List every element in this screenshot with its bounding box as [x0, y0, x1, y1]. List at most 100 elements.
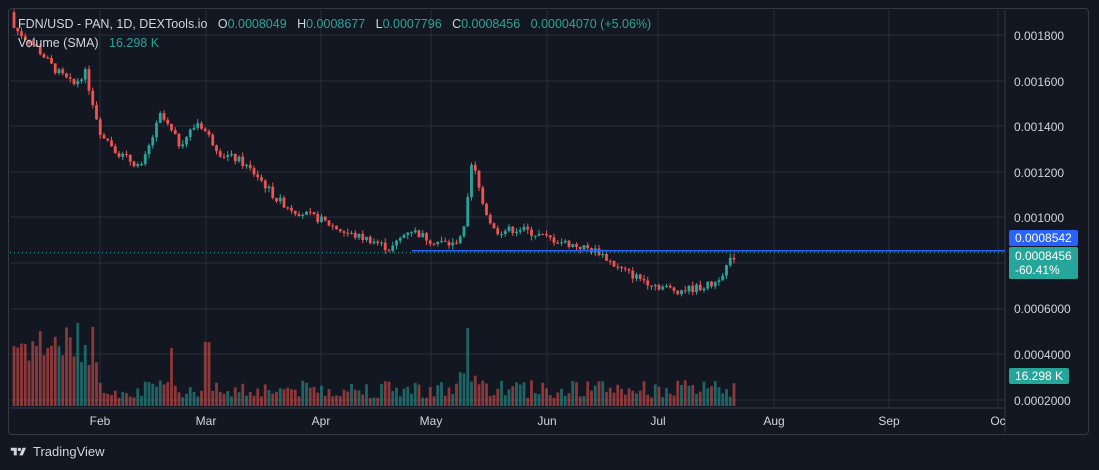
volume-bar — [515, 382, 518, 406]
volume-bar — [511, 386, 515, 406]
candle-body — [331, 225, 335, 227]
candle-body — [31, 43, 35, 45]
volume-bar — [376, 397, 380, 406]
time-tick: Apr — [311, 414, 331, 428]
candle-body — [121, 153, 125, 157]
volume-bar — [575, 382, 578, 406]
volume-bar — [155, 386, 158, 406]
ohlc-legend: FDN/USD - PAN, 1D, DEXTools.io O0.000804… — [18, 17, 651, 31]
volume-legend-label[interactable]: Volume (SMA) — [18, 36, 99, 50]
volume-bar — [125, 393, 128, 406]
volume-bar — [417, 384, 421, 406]
volume-bar — [638, 390, 642, 406]
price-tick: 0.001400 — [1014, 120, 1065, 134]
volume-bar — [222, 393, 226, 406]
volume-bar — [301, 380, 305, 406]
volume-bar — [665, 388, 668, 406]
volume-bar — [680, 384, 683, 406]
candle-body — [605, 254, 608, 261]
candle-body — [50, 57, 53, 64]
candle-body — [526, 226, 530, 230]
candle-body — [650, 285, 653, 287]
candle-body — [12, 12, 16, 28]
volume-bar — [327, 389, 331, 406]
volume-bar — [451, 393, 455, 406]
candle-body — [661, 286, 665, 290]
volume-bar — [166, 382, 170, 406]
volume-bar — [732, 383, 736, 406]
candle-body — [485, 203, 488, 216]
time-tick: Jun — [537, 414, 557, 428]
candle-body — [511, 226, 515, 234]
candle-body — [237, 156, 241, 162]
volume-bar — [275, 391, 278, 406]
candle-body — [683, 290, 687, 292]
volume-bar — [443, 395, 447, 406]
candle-body — [327, 220, 331, 226]
candle-body — [338, 229, 342, 232]
candle-body — [578, 246, 582, 250]
volume-bar — [87, 364, 91, 406]
symbol-label[interactable]: FDN/USD - PAN, 1D, DEXTools.io — [18, 17, 208, 31]
candle-body — [500, 233, 503, 235]
candle-body — [16, 27, 20, 32]
volume-bar — [672, 395, 676, 406]
volume-bar — [361, 394, 365, 406]
tradingview-logo-icon[interactable] — [10, 446, 27, 458]
volume-bar — [560, 388, 563, 406]
volume-bar — [395, 387, 398, 406]
price-chart[interactable] — [0, 0, 1099, 440]
candle-body — [481, 187, 485, 204]
candle-body — [691, 285, 695, 293]
volume-bar — [687, 385, 691, 406]
candle-body — [260, 177, 263, 181]
candle-body — [61, 69, 65, 74]
volume-bar — [713, 381, 717, 406]
volume-bar — [462, 373, 466, 406]
volume-bar — [286, 387, 290, 406]
time-tick: Jul — [650, 414, 666, 428]
volume-bar — [12, 346, 16, 406]
volume-bar — [143, 381, 147, 406]
candle-body — [312, 212, 316, 215]
volume-bar — [545, 388, 548, 406]
candle-body — [72, 78, 76, 85]
volume-legend: Volume (SMA) 16.298 K — [18, 36, 159, 50]
volume-bar — [556, 392, 560, 406]
volume-bar — [170, 348, 173, 406]
candle-body — [372, 241, 376, 244]
candle-body — [417, 230, 421, 238]
volume-bar — [61, 355, 65, 406]
volume-bar — [91, 326, 95, 406]
candle-body — [222, 156, 226, 158]
volume-bar — [380, 384, 383, 406]
candle-body — [76, 80, 80, 85]
volume-bar — [162, 384, 166, 406]
volume-bar — [548, 395, 552, 406]
candle-body — [200, 123, 203, 129]
chart-panel[interactable] — [8, 8, 1089, 435]
candle-body — [552, 237, 556, 243]
volume-bar — [308, 387, 312, 406]
candle-body — [668, 285, 672, 288]
volume-bar — [646, 394, 650, 406]
candle-body — [335, 225, 338, 230]
candle-body — [365, 236, 368, 240]
volume-bar — [211, 390, 215, 406]
volume-bar — [432, 396, 436, 406]
brand-label[interactable]: TradingView — [33, 444, 105, 459]
candle-body — [466, 196, 470, 227]
volume-bar — [173, 385, 177, 406]
volume-bar — [552, 397, 556, 406]
volume-bar — [372, 397, 376, 406]
volume-bar — [507, 389, 511, 406]
candle-body — [732, 257, 736, 260]
candle-body — [653, 285, 657, 287]
candle-body — [455, 242, 458, 244]
close-label: C — [452, 17, 462, 31]
candle-body — [470, 164, 473, 197]
close-value: 0.0008456 — [461, 17, 521, 31]
volume-bar — [526, 397, 530, 406]
volume-bar — [98, 382, 102, 406]
candle-body — [170, 123, 173, 131]
